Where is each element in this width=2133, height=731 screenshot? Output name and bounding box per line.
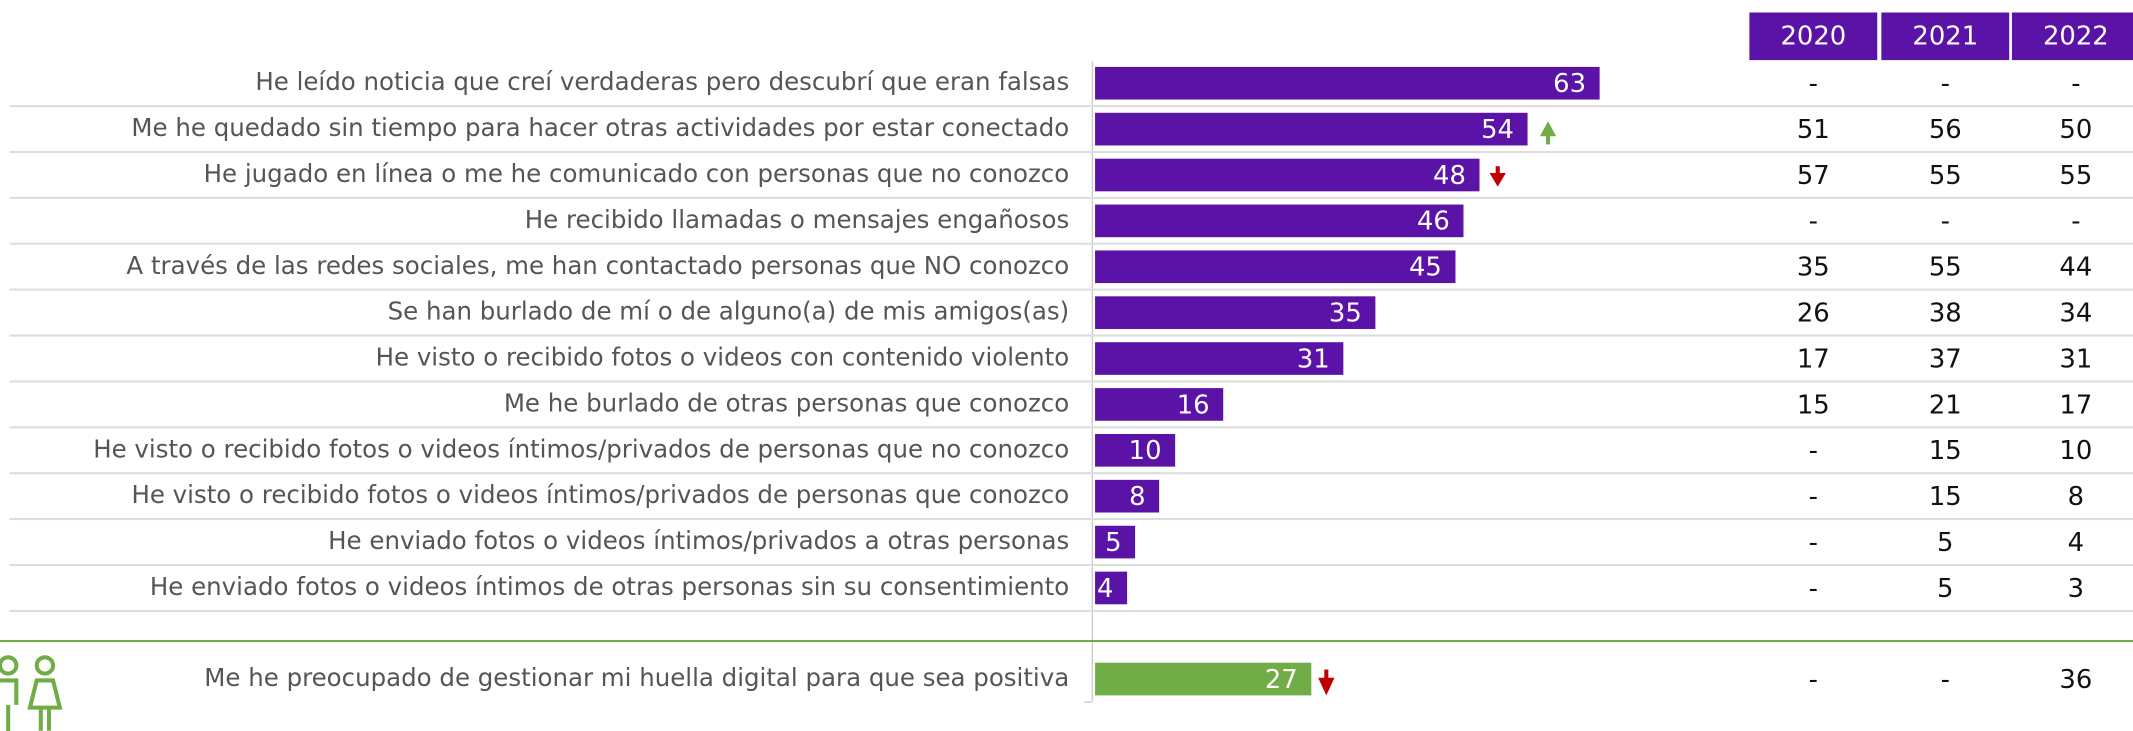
- category-label: He jugado en línea o me he comunicado co…: [204, 159, 1070, 188]
- table-cell: 3: [2068, 574, 2084, 604]
- table-cell: 21: [1929, 390, 1962, 420]
- bar: [1095, 250, 1456, 284]
- value-label: 10: [1129, 436, 1162, 466]
- value-label: 54: [1481, 115, 1514, 145]
- bar: [1095, 158, 1480, 192]
- bar: [1095, 662, 1312, 696]
- table-cell: 36: [2059, 665, 2092, 695]
- table-cell: -: [1809, 69, 1818, 99]
- table-cell: -: [2071, 69, 2080, 99]
- bar: [1095, 204, 1464, 238]
- bar: [1095, 479, 1160, 513]
- table-cell: 44: [2059, 253, 2092, 283]
- bar: [1095, 342, 1344, 375]
- trend-down: [1489, 166, 1506, 187]
- category-label: Se han burlado de mí o de alguno(a) de m…: [388, 297, 1070, 326]
- table-cell: 55: [1929, 161, 1962, 191]
- table-cell: 5: [1937, 528, 1953, 558]
- category-label: Me he burlado de otras personas que cono…: [504, 388, 1069, 417]
- table-cell: 15: [1797, 390, 1830, 420]
- value-label: 8: [1129, 482, 1145, 512]
- table-cell: 50: [2059, 115, 2092, 145]
- table-cell: 15: [1929, 436, 1962, 466]
- table-cell: -: [2071, 207, 2080, 237]
- table-cell: 4: [2068, 528, 2084, 558]
- table-cell: 56: [1929, 115, 1962, 145]
- people-icon: [0, 655, 63, 731]
- category-label: He recibido llamadas o mensajes engañoso…: [525, 205, 1069, 234]
- table-cell: -: [1809, 574, 1818, 604]
- table-cell: 26: [1797, 299, 1830, 329]
- header-label: 2020: [1780, 21, 1846, 51]
- table-cell: 38: [1929, 299, 1962, 329]
- table-cell: -: [1809, 207, 1818, 237]
- value-label: 45: [1409, 253, 1442, 283]
- table-cell: 5: [1937, 574, 1953, 604]
- value-label: 46: [1417, 207, 1450, 237]
- table-cell: 34: [2059, 299, 2092, 329]
- bar: [1095, 571, 1128, 605]
- table-cell: -: [1809, 665, 1818, 695]
- table-cell: -: [1809, 482, 1818, 512]
- table-cell: -: [1941, 69, 1950, 99]
- category-label: He visto o recibido fotos o videos íntim…: [93, 434, 1069, 463]
- value-label: 5: [1105, 528, 1121, 558]
- table-cell: 31: [2059, 344, 2092, 374]
- bar: [1095, 66, 1600, 100]
- bar: [1095, 525, 1136, 559]
- header-label: 2021: [1912, 21, 1978, 51]
- header-cell: [1881, 12, 2010, 61]
- value-label: 31: [1297, 344, 1330, 374]
- header-cell: [2011, 12, 2133, 61]
- category-label: He visto o recibido fotos o videos con c…: [376, 343, 1070, 372]
- table-cell: 17: [2059, 390, 2092, 420]
- category-label: Me he preocupado de gestionar mi huella …: [204, 663, 1069, 692]
- value-label: 48: [1433, 161, 1466, 191]
- table-cell: -: [1809, 528, 1818, 558]
- category-label: He leído noticia que creí verdaderas per…: [255, 67, 1069, 96]
- bar: [1095, 112, 1528, 146]
- value-label: 4: [1097, 574, 1113, 604]
- table-cell: 10: [2059, 436, 2092, 466]
- table-cell: 8: [2068, 482, 2084, 512]
- value-label: 35: [1329, 299, 1362, 329]
- table-cell: 17: [1797, 344, 1830, 374]
- bar: [1095, 388, 1224, 421]
- value-label: 16: [1177, 390, 1210, 420]
- trend-down: [1318, 669, 1335, 696]
- bar: [1095, 296, 1376, 329]
- header-label: 2022: [2043, 21, 2109, 51]
- table-cell: 35: [1797, 253, 1830, 283]
- table-cell: -: [1941, 207, 1950, 237]
- value-label: 63: [1553, 69, 1586, 99]
- category-label: He enviado fotos o videos íntimos/privad…: [328, 526, 1069, 555]
- table-cell: 37: [1929, 344, 1962, 374]
- table-cell: 57: [1797, 161, 1830, 191]
- category-label: A través de las redes sociales, me han c…: [126, 251, 1069, 280]
- table-cell: 15: [1929, 482, 1962, 512]
- table-cell: 55: [1929, 253, 1962, 283]
- category-label: He enviado fotos o videos íntimos de otr…: [150, 572, 1069, 601]
- table-cell: -: [1809, 436, 1818, 466]
- header-cell: [1749, 12, 1878, 61]
- category-label: Me he quedado sin tiempo para hacer otra…: [131, 113, 1069, 142]
- table-cell: 51: [1797, 115, 1830, 145]
- category-label: He visto o recibido fotos o videos íntim…: [131, 480, 1069, 509]
- table-cell: -: [1941, 665, 1950, 695]
- bar: [1095, 433, 1176, 467]
- table-cell: 55: [2059, 161, 2092, 191]
- trend-up: [1539, 121, 1557, 145]
- value-label: 27: [1265, 665, 1298, 695]
